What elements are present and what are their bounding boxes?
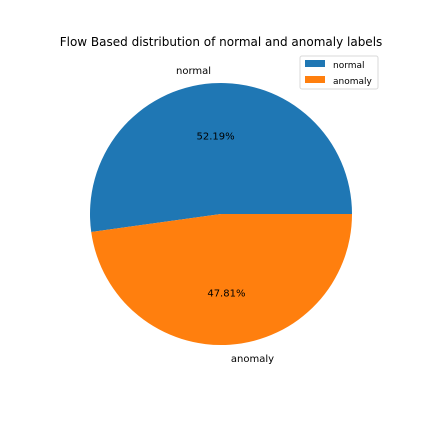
chart-title: Flow Based distribution of normal and an…: [60, 35, 383, 49]
labels-layer: 52.19% normal 47.81% anomaly: [176, 66, 274, 365]
slices-layer: [89, 83, 353, 346]
category-label-normal: normal: [176, 66, 211, 77]
legend-swatch-anomaly: [305, 76, 325, 83]
legend-label-normal: normal: [333, 61, 365, 71]
category-label-anomaly: anomaly: [231, 354, 274, 365]
legend-swatch-normal: [305, 60, 325, 67]
legend: normal anomaly: [299, 55, 379, 90]
percent-label-anomaly: 47.81%: [207, 288, 245, 299]
pie-slice-normal: [89, 83, 352, 232]
percent-label-normal: 52.19%: [197, 132, 235, 143]
pie-slice-anomaly: [91, 214, 353, 346]
legend-label-anomaly: anomaly: [333, 77, 373, 87]
